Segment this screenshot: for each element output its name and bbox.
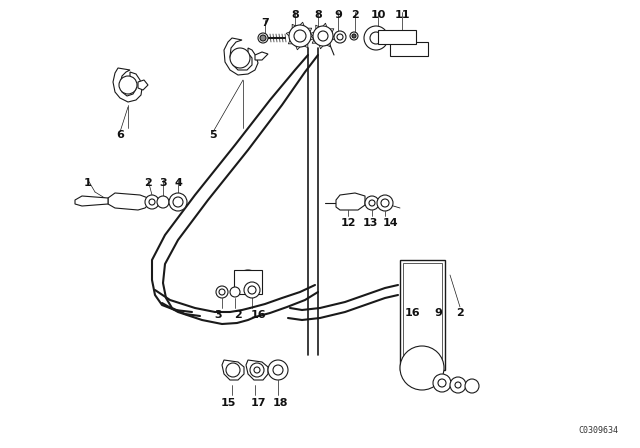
- Text: 8: 8: [291, 10, 299, 20]
- Circle shape: [260, 35, 266, 41]
- Circle shape: [268, 360, 288, 380]
- Text: 3: 3: [214, 310, 222, 320]
- Text: 9: 9: [334, 10, 342, 20]
- Circle shape: [244, 282, 260, 298]
- Circle shape: [230, 287, 240, 297]
- Text: 7: 7: [261, 18, 269, 28]
- Circle shape: [334, 31, 346, 43]
- Bar: [234, 270, 262, 294]
- Text: 5: 5: [209, 130, 217, 140]
- Polygon shape: [113, 68, 142, 102]
- Circle shape: [369, 200, 375, 206]
- Circle shape: [216, 286, 228, 298]
- Text: 17: 17: [250, 398, 266, 408]
- Polygon shape: [246, 360, 268, 380]
- Text: 16: 16: [250, 310, 266, 320]
- Bar: [400, 260, 445, 370]
- Circle shape: [364, 26, 388, 50]
- Circle shape: [119, 76, 137, 94]
- Circle shape: [226, 363, 240, 377]
- Circle shape: [250, 363, 264, 377]
- Circle shape: [254, 367, 260, 373]
- Bar: [378, 30, 416, 44]
- Text: 10: 10: [371, 10, 386, 20]
- Circle shape: [273, 365, 283, 375]
- Polygon shape: [138, 80, 148, 90]
- Circle shape: [381, 199, 389, 207]
- Circle shape: [236, 270, 260, 294]
- Text: 3: 3: [159, 178, 167, 188]
- Circle shape: [450, 377, 466, 393]
- Circle shape: [455, 382, 461, 388]
- Circle shape: [337, 34, 343, 40]
- Text: 6: 6: [116, 130, 124, 140]
- Polygon shape: [336, 193, 365, 210]
- Circle shape: [145, 195, 159, 209]
- Polygon shape: [255, 52, 268, 60]
- Text: 15: 15: [220, 398, 236, 408]
- Text: C0309634: C0309634: [578, 426, 618, 435]
- Text: 9: 9: [434, 308, 442, 318]
- Text: 14: 14: [382, 218, 398, 228]
- Polygon shape: [108, 193, 150, 210]
- Text: 11: 11: [394, 10, 410, 20]
- Circle shape: [169, 193, 187, 211]
- Text: 2: 2: [456, 308, 464, 318]
- Text: 13: 13: [362, 218, 378, 228]
- Circle shape: [438, 379, 446, 387]
- Circle shape: [230, 48, 250, 68]
- Text: 18: 18: [272, 398, 288, 408]
- Text: 4: 4: [174, 178, 182, 188]
- Polygon shape: [222, 360, 244, 380]
- Circle shape: [258, 33, 268, 43]
- Circle shape: [289, 25, 311, 47]
- Text: 2: 2: [144, 178, 152, 188]
- Circle shape: [370, 32, 382, 44]
- Text: 1: 1: [84, 178, 92, 188]
- Circle shape: [242, 276, 254, 288]
- Circle shape: [318, 31, 328, 41]
- Circle shape: [157, 196, 169, 208]
- Text: 2: 2: [234, 310, 242, 320]
- Polygon shape: [224, 38, 258, 75]
- Polygon shape: [75, 196, 108, 206]
- Circle shape: [313, 26, 333, 46]
- Circle shape: [149, 199, 155, 205]
- Circle shape: [400, 346, 444, 390]
- Circle shape: [294, 30, 306, 42]
- Text: 2: 2: [351, 10, 359, 20]
- Text: 12: 12: [340, 218, 356, 228]
- Text: 8: 8: [314, 10, 322, 20]
- Circle shape: [173, 197, 183, 207]
- Circle shape: [352, 34, 356, 38]
- Bar: [403, 263, 442, 367]
- Circle shape: [465, 379, 479, 393]
- Circle shape: [350, 32, 358, 40]
- Circle shape: [365, 196, 379, 210]
- Circle shape: [377, 195, 393, 211]
- Circle shape: [248, 286, 256, 294]
- Circle shape: [219, 289, 225, 295]
- Bar: [390, 42, 428, 56]
- Text: 16: 16: [404, 308, 420, 318]
- Circle shape: [433, 374, 451, 392]
